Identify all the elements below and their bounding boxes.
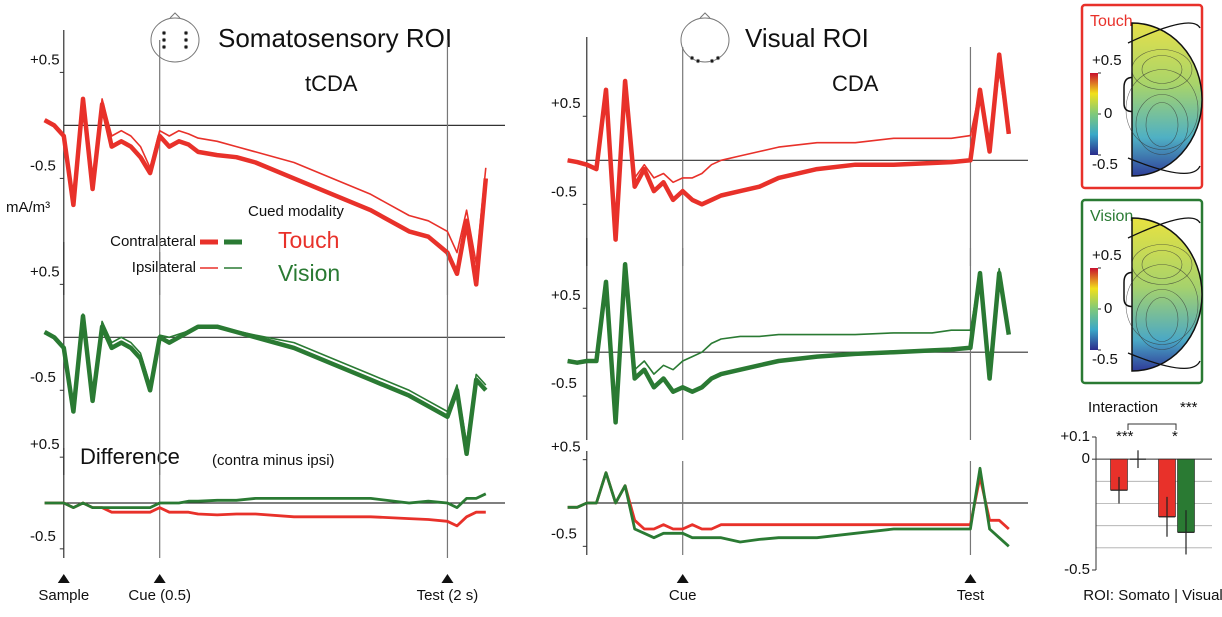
legend-ipsi: Ipsilateral xyxy=(132,259,196,276)
y-tick-label: -0.5 xyxy=(30,369,56,386)
annotation: Interaction xyxy=(1088,399,1158,416)
head-outline xyxy=(1127,22,1201,44)
annotation: *** xyxy=(1180,399,1198,416)
legend-contra: Contralateral xyxy=(110,233,196,250)
y-tick-label: +0.5 xyxy=(551,439,581,456)
contour xyxy=(1145,102,1179,147)
ear xyxy=(1123,76,1133,113)
topomap-title: Touch xyxy=(1090,13,1133,30)
contour xyxy=(1131,49,1193,90)
difference-subtitle: (contra minus ipsi) xyxy=(212,452,335,469)
event-marker xyxy=(153,574,166,583)
head-outline xyxy=(1127,157,1201,175)
legend-touch: Touch xyxy=(278,227,339,253)
trace xyxy=(44,492,487,509)
y-tick-label: +0.1 xyxy=(1060,428,1090,445)
colorbar-label: -0.5 xyxy=(1092,351,1118,368)
y-tick-label: -0.5 xyxy=(551,375,577,392)
trace xyxy=(44,313,487,444)
event-marker xyxy=(964,574,977,583)
contour xyxy=(1145,297,1179,342)
event-label: Test (2 s) xyxy=(417,587,479,604)
head-icon xyxy=(150,12,730,64)
y-tick-label: -0.5 xyxy=(551,525,577,542)
event-label: Sample xyxy=(38,587,89,604)
contour xyxy=(1141,250,1183,279)
trace xyxy=(567,263,1010,419)
component-label: CDA xyxy=(832,71,879,96)
event-label: Cue xyxy=(669,587,697,604)
panel-title: Somatosensory ROI xyxy=(218,23,452,53)
annotation: * xyxy=(1172,428,1178,445)
y-tick-label: +0.5 xyxy=(30,51,60,68)
contour xyxy=(1135,289,1189,350)
trace xyxy=(43,96,489,287)
colorbar-label: +0.5 xyxy=(1092,52,1122,69)
trace xyxy=(567,262,1012,425)
x-axis-label: ROI: Somato | Visual xyxy=(1083,587,1222,604)
event-marker xyxy=(676,574,689,583)
event-label: Test xyxy=(957,587,985,604)
colorbar xyxy=(1090,268,1098,350)
unit-label: mA/m³ xyxy=(6,199,50,216)
colorbar-label: +0.5 xyxy=(1092,247,1122,264)
legend-title: Cued modality xyxy=(248,203,344,220)
y-tick-label: +0.5 xyxy=(551,287,581,304)
y-tick-label: -0.5 xyxy=(30,157,56,174)
colorbar-label: -0.5 xyxy=(1092,156,1118,173)
panel-title: Visual ROI xyxy=(745,23,869,53)
ear xyxy=(1123,271,1133,308)
legend-swatches xyxy=(200,239,242,269)
y-tick-label: +0.5 xyxy=(30,263,60,280)
annotation: *** xyxy=(1116,428,1134,445)
trace xyxy=(567,71,1010,236)
trace xyxy=(567,52,1012,242)
trace xyxy=(567,466,1010,548)
contour xyxy=(1141,55,1183,84)
y-tick-label: +0.5 xyxy=(551,95,581,112)
contour xyxy=(1135,94,1189,155)
head-outline xyxy=(1127,352,1201,370)
event-marker xyxy=(57,574,70,583)
event-label: Cue (0.5) xyxy=(128,587,191,604)
interaction-bracket xyxy=(1127,423,1177,430)
colorbar xyxy=(1090,73,1098,155)
contour xyxy=(1131,244,1193,285)
y-tick-label: -0.5 xyxy=(551,183,577,200)
colorbar-label: 0 xyxy=(1104,105,1112,122)
topomap-title: Vision xyxy=(1090,208,1133,225)
y-tick-label: -0.5 xyxy=(30,528,56,545)
y-tick-label: 0 xyxy=(1082,450,1090,467)
colorbar-label: 0 xyxy=(1104,300,1112,317)
component-label: tCDA xyxy=(305,71,358,96)
head-outline xyxy=(1127,217,1201,239)
y-tick-label: +0.5 xyxy=(30,436,60,453)
legend-vision: Vision xyxy=(278,260,340,286)
y-tick-label: -0.5 xyxy=(1064,561,1090,578)
difference-title: Difference xyxy=(80,444,180,469)
event-marker xyxy=(441,574,454,583)
trace xyxy=(44,98,487,264)
